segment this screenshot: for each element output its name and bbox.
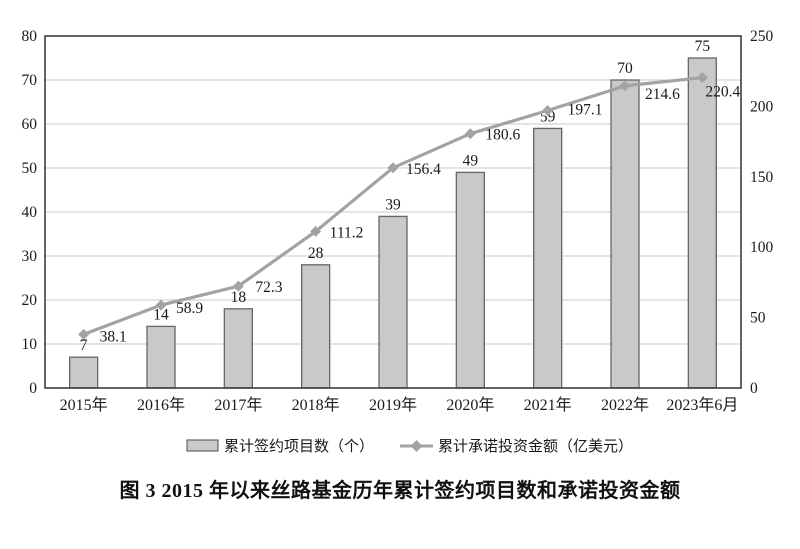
figure-caption: 图 3 2015 年以来丝路基金历年累计签约项目数和承诺投资金额 [119, 480, 681, 502]
bar [533, 127, 563, 389]
diamond-marker-icon [696, 72, 708, 84]
diamond-marker-icon [619, 80, 631, 92]
legend-diamond-marker-icon [410, 440, 423, 452]
bar-value-label: 18 [231, 289, 247, 306]
y-axis-left-tick-label: 50 [22, 160, 38, 177]
line-value-label: 111.2 [330, 224, 364, 241]
diamond-marker-icon [387, 162, 399, 174]
x-axis-label: 2021年 [524, 396, 572, 414]
bar [146, 325, 176, 389]
y-axis-right-tick-label: 200 [750, 98, 774, 115]
bar-value-label: 7 [80, 337, 88, 354]
y-axis-left-tick-label: 0 [29, 380, 37, 397]
bar [223, 308, 253, 389]
diamond-marker-icon [542, 104, 554, 116]
bar-value-label: 75 [695, 38, 711, 55]
line-value-label: 58.9 [176, 300, 203, 317]
bar-value-label: 70 [617, 60, 633, 77]
bar-value-label: 14 [153, 306, 169, 323]
plot-frame [44, 35, 742, 389]
y-axis-right-tick-label: 50 [750, 310, 766, 327]
legend-bar-swatch-icon [186, 439, 219, 452]
y-axis-left-tick-label: 60 [22, 116, 38, 133]
legend-line-label: 累计承诺投资金额（亿美元） [438, 438, 633, 455]
x-axis-label: 2019年 [369, 396, 417, 414]
x-axis-label: 2017年 [214, 396, 262, 414]
bar [301, 264, 331, 389]
y-axis-left-tick-label: 30 [22, 248, 38, 265]
x-axis-label: 2015年 [60, 396, 108, 414]
chart-figure: 7 14 18 28 39 49 59 70 75 38.1 58.9 72.3 111.2 156.4 1… [22, 28, 774, 502]
bar-value-label: 39 [385, 196, 401, 213]
line-value-label: 156.4 [406, 161, 441, 178]
y-axis-left-tick-label: 80 [22, 28, 38, 45]
bar [687, 57, 717, 389]
diamond-marker-icon [78, 328, 90, 340]
x-axis-label: 2020年 [446, 396, 494, 414]
bar [455, 171, 485, 389]
diamond-marker-icon [464, 128, 476, 140]
bar [610, 79, 640, 389]
diamond-marker-icon [155, 299, 167, 311]
line-value-label: 197.1 [568, 101, 603, 118]
line-value-label: 214.6 [645, 86, 680, 103]
y-axis-right-tick-label: 250 [750, 28, 774, 45]
line-value-label: 38.1 [100, 328, 127, 345]
y-axis-left-tick-label: 20 [22, 292, 38, 309]
y-axis-left-tick-label: 10 [22, 336, 38, 353]
x-axis-label: 2023年6月 [666, 396, 738, 414]
legend-bar-label: 累计签约项目数（个） [224, 438, 374, 455]
line-value-label: 220.4 [705, 84, 740, 101]
line-value-label: 72.3 [255, 279, 282, 296]
bar-value-label: 28 [308, 245, 324, 262]
diamond-marker-icon [232, 280, 244, 292]
diamond-marker-icon [310, 225, 322, 237]
line-value-label: 180.6 [485, 127, 520, 144]
bar [69, 356, 99, 389]
bar [378, 215, 408, 389]
y-axis-right-tick-label: 150 [750, 169, 774, 186]
bar-value-label: 49 [463, 152, 479, 169]
x-axis-label: 2022年 [601, 396, 649, 414]
x-axis-label: 2018年 [292, 396, 340, 414]
combo-chart: 7141828394959707538.158.972.3111.2156.41… [22, 28, 774, 455]
y-axis-left-tick-label: 40 [22, 204, 38, 221]
y-axis-right-tick-label: 0 [750, 380, 758, 397]
y-axis-left-tick-label: 70 [22, 72, 38, 89]
y-axis-right-tick-label: 100 [750, 239, 774, 256]
x-axis-label: 2016年 [137, 396, 185, 414]
